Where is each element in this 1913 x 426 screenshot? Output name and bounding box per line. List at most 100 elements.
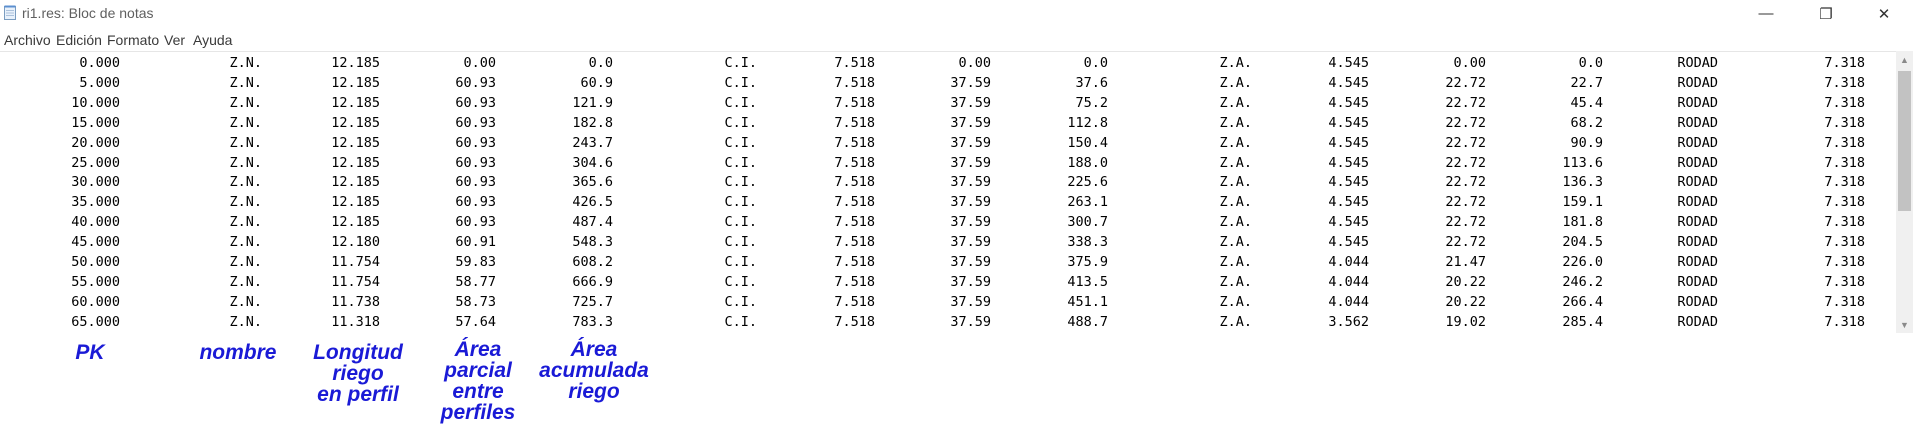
annotation-pk: PK [35,342,145,363]
vertical-scrollbar[interactable]: ▲ ▼ [1896,51,1913,333]
text-line: 50.000 Z.N. 11.754 59.83 608.2 C.I. 7.518 37.59… [0,252,1896,272]
line-field: 7.318 [1824,194,1865,211]
line-field: 22.72 [1445,134,1486,151]
menu-ayuda[interactable]: Ayuda [193,32,233,48]
line-field: 12.185 [331,174,380,191]
line-field: 4.545 [1328,114,1369,131]
line-field: 4.545 [1328,55,1369,71]
line-field: 413.5 [1067,273,1108,290]
line-field: 7.518 [834,214,875,231]
line-field: 22.72 [1445,194,1486,211]
line-field: 0.000 [79,55,120,71]
line-field: 182.8 [572,114,613,131]
text-line: 25.000 Z.N. 12.185 60.93 304.6 C.I. 7.518 37.59… [0,153,1896,173]
line-field: 226.0 [1562,254,1603,270]
line-field: 37.59 [950,114,991,131]
line-field: 12.185 [331,74,380,91]
line-field: RODAD [1677,154,1718,171]
text-editor-area[interactable]: 0.000 Z.N. 12.185 0.00 0.0 C.I. 7.518 0.00 0.0 Z.… [0,51,1896,336]
line-field: Z.N. [229,234,262,251]
line-field: 45.000 [71,234,120,251]
line-field: 50.000 [71,254,120,270]
text-line: 40.000 Z.N. 12.185 60.93 487.4 C.I. 7.518 37.59… [0,212,1896,232]
line-field: 11.318 [331,313,380,330]
close-button[interactable]: ✕ [1861,0,1907,27]
line-field: Z.A. [1219,114,1252,131]
text-line: 10.000 Z.N. 12.185 60.93 121.9 C.I. 7.518 37.59… [0,93,1896,113]
line-field: C.I. [724,313,757,330]
line-field: 60.93 [455,174,496,191]
line-field: 285.4 [1562,313,1603,330]
line-field: 246.2 [1562,273,1603,290]
line-field: 426.5 [572,194,613,211]
line-field: Z.A. [1219,154,1252,171]
line-field: 7.318 [1824,74,1865,91]
line-field: Z.A. [1219,74,1252,91]
scroll-thumb[interactable] [1898,71,1911,211]
line-field: 7.518 [834,94,875,111]
line-field: 487.4 [572,214,613,231]
line-field: 22.72 [1445,154,1486,171]
line-field: 4.044 [1328,293,1369,310]
line-field: 22.72 [1445,214,1486,231]
line-field: 57.64 [455,313,496,330]
line-field: 90.9 [1570,134,1603,151]
menu-formato[interactable]: Formato [107,32,160,48]
line-field: 30.000 [71,174,120,191]
text-line: 45.000 Z.N. 12.180 60.91 548.3 C.I. 7.518 37.59… [0,232,1896,252]
line-field: 7.318 [1824,94,1865,111]
line-field: 0.0 [1578,55,1603,71]
line-field: 60.000 [71,293,120,310]
menu-edicion[interactable]: Edición [56,32,102,48]
line-field: Z.N. [229,174,262,191]
minimize-icon: — [1758,5,1774,22]
menu-ver[interactable]: Ver [164,32,186,48]
line-field: 20.22 [1445,293,1486,310]
line-field: 12.185 [331,94,380,111]
line-field: 4.545 [1328,214,1369,231]
line-field: 7.518 [834,74,875,91]
line-field: Z.N. [229,293,262,310]
scroll-down-icon[interactable]: ▼ [1900,319,1909,330]
line-field: 304.6 [572,154,613,171]
annotation-line: Área [570,338,618,361]
line-field: 12.185 [331,55,380,71]
line-field: 4.545 [1328,194,1369,211]
line-field: C.I. [724,174,757,191]
line-field: Z.A. [1219,194,1252,211]
menu-archivo[interactable]: Archivo [4,32,51,48]
notepad-icon [4,5,16,20]
line-field: C.I. [724,194,757,211]
annotation-longitud-riego: Longitud riego en perfil [298,342,418,405]
line-field: RODAD [1677,55,1718,71]
line-field: 4.545 [1328,174,1369,191]
line-field: Z.N. [229,194,262,211]
line-field: 12.180 [331,234,380,251]
text-line: 15.000 Z.N. 12.185 60.93 182.8 C.I. 7.518 37.59… [0,113,1896,133]
annotation-line: nombre [199,341,277,364]
minimize-button[interactable]: — [1743,0,1789,27]
line-field: 15.000 [71,114,120,131]
line-field: 60.9 [580,74,613,91]
maximize-button[interactable]: ❐ [1803,0,1849,27]
line-field: 37.59 [950,273,991,290]
line-field: 783.3 [572,313,613,330]
line-field: 21.47 [1445,254,1486,270]
line-field: 608.2 [572,254,613,270]
line-field: 60.93 [455,154,496,171]
line-field: 22.72 [1445,74,1486,91]
line-field: 37.59 [950,313,991,330]
line-field: Z.A. [1219,55,1252,71]
line-field: 75.2 [1075,94,1108,111]
scroll-up-icon[interactable]: ▲ [1900,54,1909,65]
line-field: C.I. [724,134,757,151]
line-field: 7.318 [1824,55,1865,71]
line-field: 725.7 [572,293,613,310]
line-field: RODAD [1677,254,1718,270]
line-field: 12.185 [331,214,380,231]
text-line: 60.000 Z.N. 11.738 58.73 725.7 C.I. 7.518 37.59… [0,292,1896,312]
line-field: 68.2 [1570,114,1603,131]
line-field: 37.59 [950,154,991,171]
line-field: 22.72 [1445,94,1486,111]
line-field: 5.000 [79,74,120,91]
